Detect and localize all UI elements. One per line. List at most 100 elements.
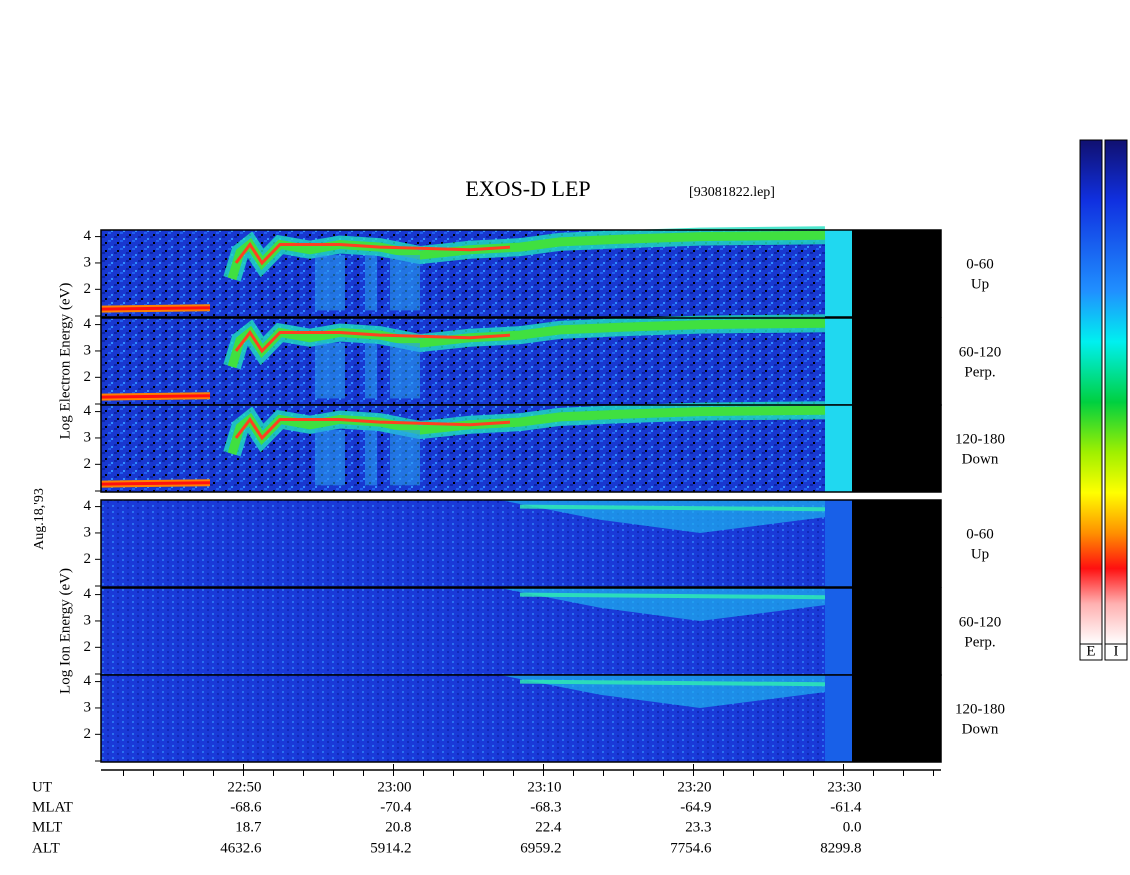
no-data-region: [852, 230, 941, 317]
electron-axis-label: Log Electron Energy (eV): [57, 283, 73, 440]
low-energy-core: [100, 306, 211, 311]
panel-range: 0-60: [966, 256, 994, 272]
orbit-value: 5914.2: [370, 840, 411, 856]
no-data-region: [852, 318, 941, 405]
spectrogram-feature: [365, 343, 377, 399]
y-tick-label: 3: [84, 699, 92, 715]
orbit-value: 18.7: [235, 819, 262, 835]
orbit-value: 23.3: [685, 819, 711, 835]
y-tick-label: 2: [84, 369, 92, 385]
x-tick-label: 23:30: [827, 779, 861, 795]
panel-direction: Perp.: [964, 634, 995, 650]
orbit-value: -68.6: [230, 799, 262, 815]
low-energy-core: [100, 481, 211, 486]
orbit-value: -64.9: [680, 799, 711, 815]
ion-band-core: [519, 592, 826, 600]
colorbar: [1079, 139, 1103, 645]
no-data-region: [852, 500, 941, 587]
y-tick-label: 4: [84, 403, 92, 419]
colorbar-label-box: [1079, 643, 1103, 661]
edge-strip: [825, 318, 852, 405]
orbit-value: 6959.2: [520, 840, 561, 856]
x-tick-label: 22:50: [227, 779, 261, 795]
file-name: [93081822.lep]: [689, 185, 775, 200]
orbit-value: 22.4: [535, 819, 562, 835]
x-tick-label: 23:00: [377, 779, 411, 795]
y-tick-label: 4: [84, 673, 92, 689]
energy-band-core: [234, 416, 511, 441]
edge-strip: [825, 500, 852, 587]
orbit-value: -68.3: [530, 799, 561, 815]
orbit-value: 20.8: [385, 819, 411, 835]
spectrogram-feature: [365, 430, 377, 486]
y-tick-label: 3: [84, 524, 92, 540]
y-tick-label: 4: [84, 498, 92, 514]
energy-band-core: [234, 329, 511, 354]
ion-band-core: [519, 679, 826, 687]
orbit-row-name: UT: [32, 779, 52, 795]
y-tick-label: 3: [84, 254, 92, 270]
panel-frame: [100, 674, 942, 763]
title: EXOS-D LEP: [465, 176, 590, 201]
spectrogram-feature: [390, 343, 420, 399]
orbit-row-name: MLT: [32, 819, 62, 835]
y-tick-label: 2: [84, 551, 92, 567]
orbit-value: -61.4: [830, 799, 862, 815]
spectrogram-feature: [390, 430, 420, 486]
colorbar-label: E: [1086, 643, 1095, 659]
ion-axis-label: Log Ion Energy (eV): [57, 568, 73, 694]
panel-range: 0-60: [966, 526, 994, 542]
spectrogram-feature: [365, 255, 377, 311]
spectrogram-feature: [315, 343, 345, 399]
edge-strip: [825, 588, 852, 675]
y-tick-label: 3: [84, 342, 92, 358]
y-tick-label: 4: [84, 316, 92, 332]
no-data-region: [852, 675, 941, 762]
edge-strip: [825, 405, 852, 492]
panel-range: 120-180: [955, 431, 1005, 447]
panel-frame: [100, 404, 942, 493]
panel-range: 60-120: [959, 344, 1002, 360]
panel-direction: Up: [971, 546, 989, 562]
panel-direction: Down: [962, 721, 999, 737]
panel-range: 120-180: [955, 701, 1005, 717]
y-tick-label: 4: [84, 228, 92, 244]
date-label: Aug.18,'93: [32, 488, 47, 550]
spectrogram-feature: [390, 255, 420, 311]
edge-strip: [825, 675, 852, 762]
colorbar: [1104, 139, 1128, 645]
edge-strip: [825, 230, 852, 317]
orbit-value: 0.0: [843, 819, 862, 835]
y-tick-label: 3: [84, 429, 92, 445]
y-tick-label: 2: [84, 281, 92, 297]
panel-frame: [100, 499, 942, 588]
panel-direction: Perp.: [964, 364, 995, 380]
no-data-region: [852, 588, 941, 675]
spectrogram-feature: [315, 430, 345, 486]
no-data-region: [852, 405, 941, 492]
colorbar-label: I: [1114, 643, 1119, 659]
orbit-row-name: ALT: [32, 840, 60, 856]
y-tick-label: 2: [84, 639, 92, 655]
panel-direction: Down: [962, 451, 999, 467]
orbit-value: 4632.6: [220, 840, 262, 856]
spectrogram-feature: [315, 255, 345, 311]
orbit-value: -70.4: [380, 799, 412, 815]
panel-direction: Up: [971, 276, 989, 292]
y-tick-label: 3: [84, 612, 92, 628]
orbit-value: 8299.8: [820, 840, 861, 856]
panel-frame: [100, 229, 942, 318]
energy-band-core: [234, 241, 511, 266]
y-tick-label: 2: [84, 456, 92, 472]
x-tick-label: 23:10: [527, 779, 561, 795]
y-tick-label: 2: [84, 726, 92, 742]
low-energy-core: [100, 394, 211, 399]
x-tick-label: 23:20: [677, 779, 711, 795]
ion-band-core: [519, 504, 826, 512]
orbit-row-name: MLAT: [32, 799, 73, 815]
panel-range: 60-120: [959, 614, 1002, 630]
orbit-value: 7754.6: [670, 840, 712, 856]
y-tick-label: 4: [84, 586, 92, 602]
colorbar-label-box: [1104, 643, 1128, 661]
